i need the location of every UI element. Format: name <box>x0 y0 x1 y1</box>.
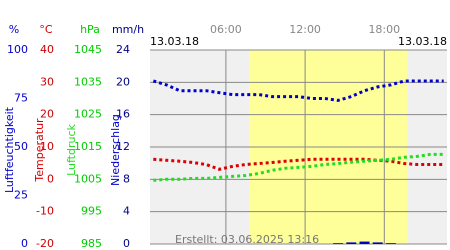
precip-bar <box>359 241 370 244</box>
y-tick-label: 20 <box>116 75 130 88</box>
axis-unit: mm/h <box>112 23 144 36</box>
y-tick-label: 1025 <box>74 108 102 121</box>
y-tick-label: 40 <box>40 43 54 56</box>
y-tick-label: 24 <box>116 43 130 56</box>
precip-bar <box>385 243 396 244</box>
series-name: Niederschlag <box>109 114 122 186</box>
y-tick-label: -10 <box>36 205 54 218</box>
y-tick-label: 10 <box>40 140 54 153</box>
series-name: Luftfeuchtigkeit <box>3 106 16 193</box>
y-tick-label: 4 <box>123 205 130 218</box>
series-line <box>152 79 444 102</box>
y-tick-label: 995 <box>81 205 102 218</box>
footer: Erstellt: 03.06.2025 13:16 <box>175 233 319 246</box>
precip-bar <box>372 242 383 244</box>
y-tick-label: 20 <box>40 108 54 121</box>
series-line <box>153 152 444 182</box>
y-tick-label: 1005 <box>74 172 102 185</box>
x-tick-label: 06:00 <box>210 23 242 36</box>
y-tick-label: 0 <box>47 172 54 185</box>
y-tick-label: 100 <box>7 43 28 56</box>
y-tick-label: 1045 <box>74 43 102 56</box>
y-tick-label: 12 <box>116 140 130 153</box>
y-tick-label: 16 <box>116 108 130 121</box>
y-tick-label: 985 <box>81 237 102 250</box>
y-tick-label: 0 <box>21 237 28 250</box>
x-tick-label: 12:00 <box>289 23 321 36</box>
date-right: 13.03.18 <box>398 35 447 48</box>
y-tick-label: 1035 <box>74 75 102 88</box>
series-name: Luftdruck <box>65 123 78 175</box>
date-left: 13.03.18 <box>150 35 199 48</box>
y-tick-label: 25 <box>14 189 28 202</box>
y-tick-label: 1015 <box>74 140 102 153</box>
precip-bar <box>333 243 344 244</box>
axis-unit: °C <box>39 23 53 36</box>
series-name: Temperatur <box>33 118 46 183</box>
precip-bar <box>346 242 357 244</box>
y-tick-label: 50 <box>14 140 28 153</box>
x-tick-label: 18:00 <box>368 23 400 36</box>
y-tick-label: 30 <box>40 75 54 88</box>
y-tick-label: 0 <box>123 237 130 250</box>
y-tick-label: -20 <box>36 237 54 250</box>
y-tick-label: 8 <box>123 172 130 185</box>
y-tick-label: 75 <box>14 92 28 105</box>
series-line <box>153 157 444 171</box>
axis-unit: % <box>9 23 19 36</box>
axis-unit: hPa <box>80 23 100 36</box>
